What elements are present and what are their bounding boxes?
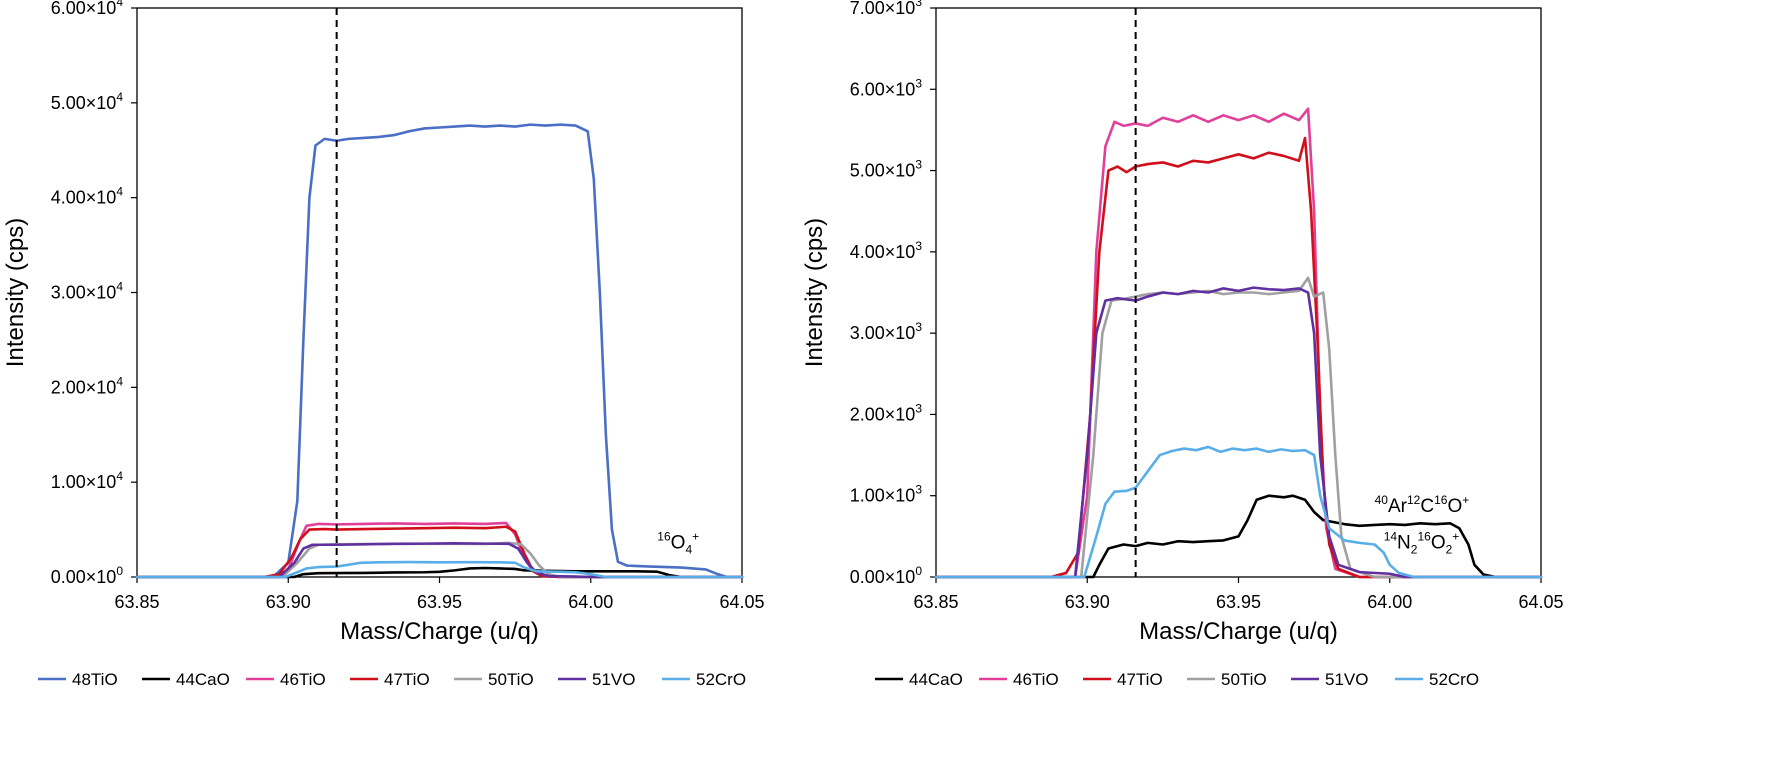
- legend-label: 47TiO: [1117, 670, 1163, 689]
- x-axis-title: Mass/Charge (u/q): [340, 618, 539, 645]
- x-tick-label: 64.00: [568, 592, 613, 612]
- y-tick-label: 1.00×103: [850, 483, 923, 506]
- legend-label: 44CaO: [909, 670, 963, 689]
- y-tick-label: 6.00×103: [850, 76, 923, 99]
- x-tick-label: 63.95: [1216, 592, 1261, 612]
- x-tick-label: 63.85: [114, 592, 159, 612]
- plot-frame: [136, 7, 743, 578]
- series-line-44CaO: [934, 494, 1543, 579]
- y-tick-label: 5.00×103: [850, 158, 923, 181]
- series-line-46TiO: [135, 521, 744, 579]
- y-tick-label: 5.00×104: [51, 90, 124, 113]
- legend-label: 47TiO: [384, 670, 430, 689]
- series-line-48TiO: [135, 123, 744, 579]
- x-tick-label: 63.85: [913, 592, 958, 612]
- y-axis-title: Intensity (cps): [2, 218, 29, 367]
- y-tick-label: 1.00×104: [51, 469, 124, 492]
- y-tick-label: 4.00×104: [51, 185, 124, 208]
- y-tick-label: 7.00×103: [850, 0, 923, 18]
- peak-annotation: 40Ar12C16O+: [1375, 493, 1470, 517]
- y-tick-label: 0.00×100: [850, 564, 923, 587]
- chart-left: 63.85 63.90 63.95 64.00 64.05 0.00×100 1.00×10…: [2, 0, 765, 689]
- peak-annotation: 14N216O2+: [1384, 530, 1460, 557]
- x-tick-label: 63.90: [266, 592, 311, 612]
- x-tick-label: 63.90: [1065, 592, 1110, 612]
- y-tick-label: 4.00×103: [850, 239, 923, 262]
- series-line-50TiO: [934, 276, 1543, 579]
- x-tick-label: 63.95: [417, 592, 462, 612]
- series-line-51VO: [934, 286, 1543, 579]
- legend-label: 46TiO: [1013, 670, 1059, 689]
- legend-label: 52CrO: [1429, 670, 1479, 689]
- y-tick-label: 0.00×100: [51, 564, 124, 587]
- y-tick-label: 3.00×104: [51, 280, 124, 303]
- y-axis-title: Intensity (cps): [801, 218, 828, 367]
- series-line-52CrO: [934, 445, 1543, 579]
- y-tick-label: 2.00×104: [51, 374, 124, 397]
- series-line-47TiO: [934, 136, 1543, 579]
- series-line-47TiO: [135, 525, 744, 579]
- legend-label: 44CaO: [176, 670, 230, 689]
- x-tick-label: 64.00: [1367, 592, 1412, 612]
- x-tick-label: 64.05: [1518, 592, 1563, 612]
- y-tick-label: 6.00×104: [51, 0, 124, 18]
- y-tick-label: 2.00×103: [850, 401, 923, 424]
- series-line-51VO: [135, 542, 744, 579]
- x-axis-title: Mass/Charge (u/q): [1139, 618, 1338, 645]
- series-line-52CrO: [135, 560, 744, 579]
- legend-label: 51VO: [592, 670, 635, 689]
- peak-annotation: 16O4+: [657, 530, 699, 557]
- legend-label: 51VO: [1325, 670, 1368, 689]
- legend-label: 52CrO: [696, 670, 746, 689]
- chart-right: 63.85 63.90 63.95 64.00 64.05 0.00×100 1.00×10…: [801, 0, 1564, 689]
- y-tick-label: 3.00×103: [850, 320, 923, 343]
- series-line-44CaO: [135, 566, 744, 579]
- x-tick-label: 64.05: [719, 592, 764, 612]
- legend-label: 50TiO: [488, 670, 534, 689]
- legend-label: 50TiO: [1221, 670, 1267, 689]
- legend-label: 46TiO: [280, 670, 326, 689]
- legend-label: 48TiO: [72, 670, 118, 689]
